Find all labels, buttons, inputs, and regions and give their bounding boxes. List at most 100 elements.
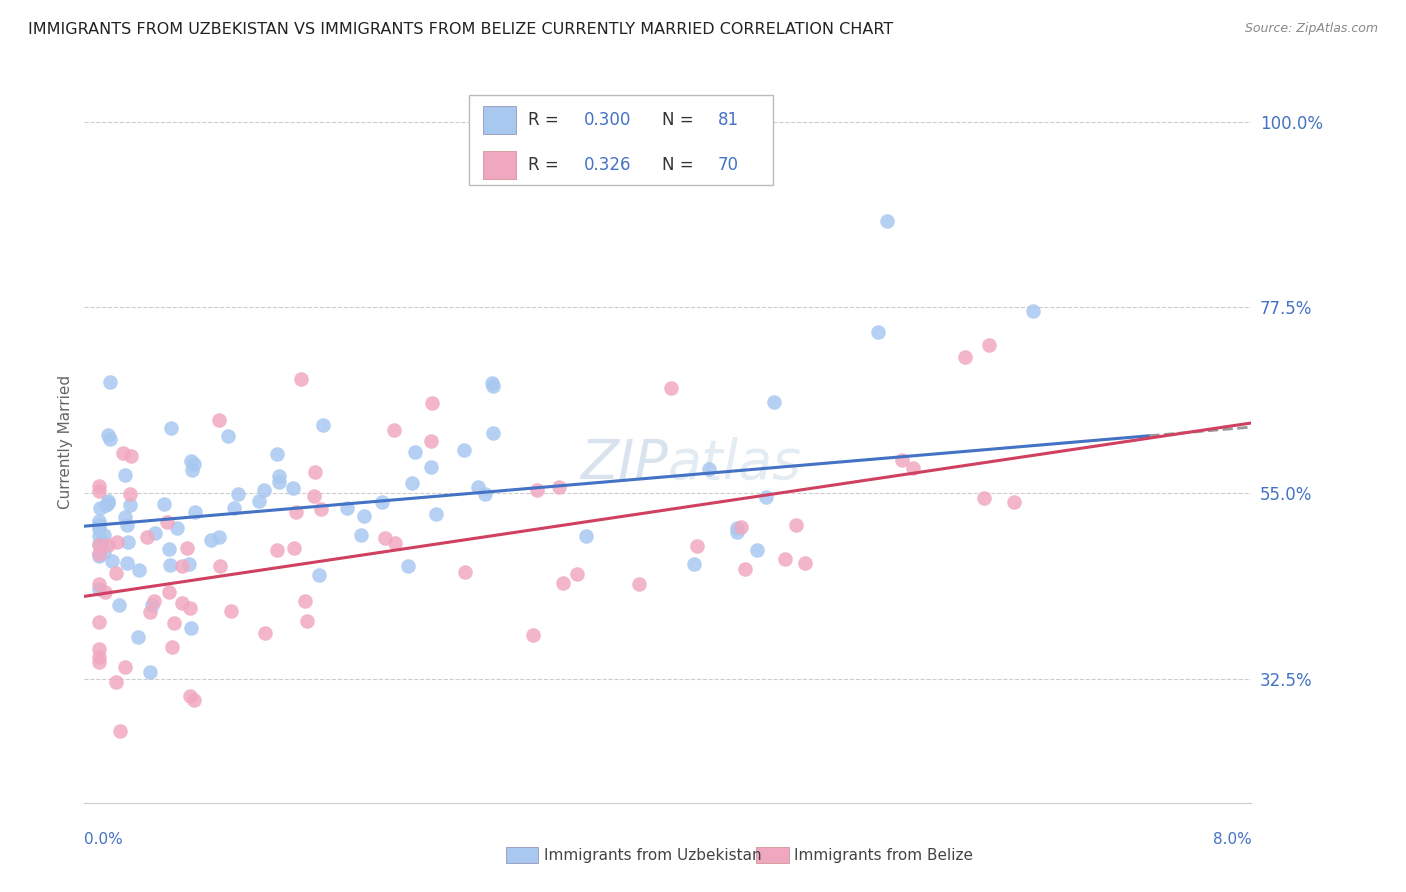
Point [156, 516, 179, 530]
Point [290, 372, 312, 386]
Point [482, 426, 505, 441]
Point [179, 689, 201, 703]
Point [160, 421, 183, 435]
Point [553, 576, 575, 591]
Point [482, 379, 505, 393]
Point [725, 525, 748, 540]
Point [217, 428, 239, 442]
Point [89, 500, 111, 515]
Point [425, 507, 447, 521]
Point [953, 350, 976, 364]
Point [876, 213, 898, 227]
Point [87, 537, 110, 551]
Point [87, 522, 110, 536]
Point [304, 465, 326, 479]
Point [745, 543, 768, 558]
Point [98, 375, 121, 389]
Point [180, 454, 202, 468]
Point [382, 423, 405, 437]
Point [87, 549, 110, 563]
Point [281, 481, 304, 495]
Point [734, 562, 756, 576]
Point [336, 501, 359, 516]
Point [207, 412, 229, 426]
Point [209, 559, 232, 574]
Text: N =: N = [662, 111, 699, 129]
Text: R =: R = [527, 111, 564, 129]
Point [87, 478, 110, 492]
Point [283, 541, 305, 555]
Point [295, 614, 318, 628]
Text: 70: 70 [718, 156, 740, 174]
Point [269, 468, 291, 483]
Point [522, 628, 544, 642]
Point [145, 525, 167, 540]
Point [87, 517, 110, 532]
Point [159, 558, 181, 573]
Point [179, 601, 201, 615]
Point [200, 533, 222, 547]
Point [312, 417, 335, 432]
Point [104, 566, 127, 580]
Point [128, 563, 150, 577]
Point [97, 493, 120, 508]
Point [115, 556, 138, 570]
Point [108, 723, 131, 738]
Point [253, 626, 276, 640]
Point [163, 615, 186, 630]
Point [162, 640, 184, 654]
Bar [506, 847, 538, 863]
FancyBboxPatch shape [484, 152, 516, 179]
Point [141, 598, 163, 612]
Point [94, 584, 117, 599]
Point [773, 552, 796, 566]
Point [96, 499, 118, 513]
Point [294, 594, 316, 608]
Point [467, 480, 489, 494]
Point [396, 559, 419, 574]
Point [868, 325, 890, 339]
Point [302, 489, 325, 503]
Point [176, 541, 198, 556]
Point [114, 468, 136, 483]
Point [93, 545, 115, 559]
Point [683, 557, 706, 571]
Point [118, 486, 141, 500]
Point [1021, 304, 1043, 318]
Text: atlas: atlas [668, 437, 801, 490]
Point [474, 487, 496, 501]
Point [226, 487, 249, 501]
Point [170, 596, 193, 610]
Point [170, 558, 193, 573]
Point [97, 428, 120, 442]
Point [754, 491, 776, 505]
Text: 0.300: 0.300 [583, 111, 631, 129]
Point [526, 483, 548, 497]
Point [697, 462, 720, 476]
Point [120, 498, 142, 512]
Point [166, 521, 188, 535]
Point [977, 337, 1000, 351]
Point [266, 447, 288, 461]
Point [87, 650, 110, 665]
Point [87, 538, 110, 552]
Point [139, 665, 162, 679]
Point [350, 528, 373, 542]
Point [108, 598, 131, 612]
Point [891, 452, 914, 467]
Point [285, 505, 308, 519]
Point [177, 557, 200, 571]
Point [481, 376, 503, 390]
Y-axis label: Currently Married: Currently Married [58, 375, 73, 508]
Point [114, 510, 136, 524]
Point [135, 530, 157, 544]
Point [111, 446, 134, 460]
Point [903, 461, 925, 475]
Point [627, 577, 650, 591]
Point [208, 530, 231, 544]
Point [87, 548, 110, 562]
Point [420, 434, 443, 449]
Point [183, 457, 205, 471]
Point [153, 497, 176, 511]
Text: N =: N = [662, 156, 699, 174]
